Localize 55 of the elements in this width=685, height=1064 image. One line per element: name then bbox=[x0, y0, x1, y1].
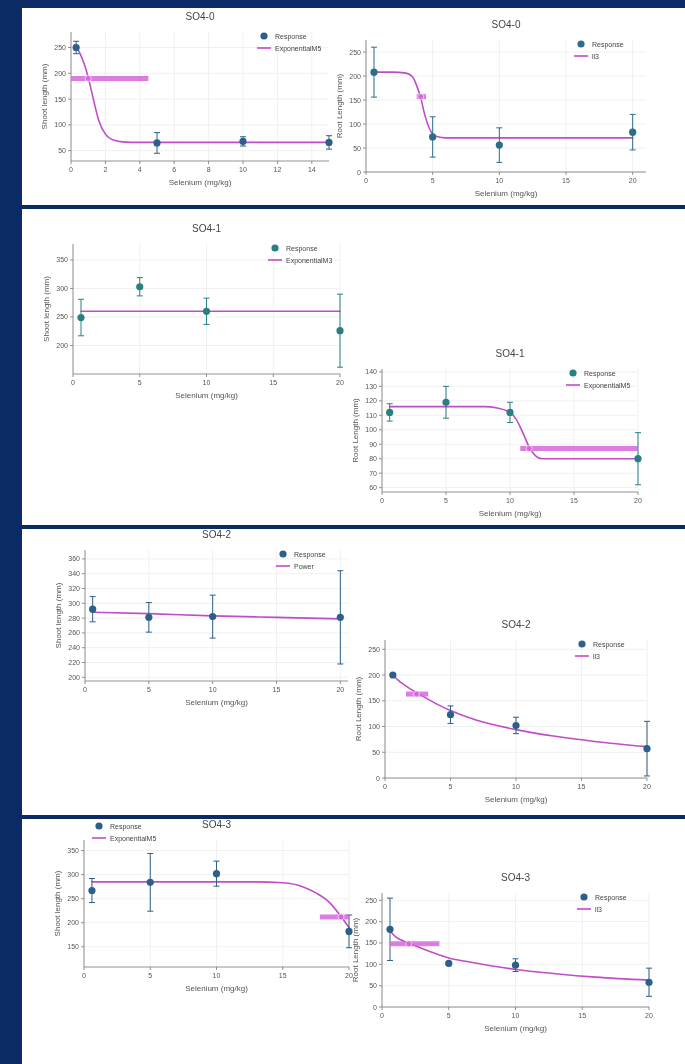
point bbox=[506, 408, 514, 417]
point bbox=[336, 613, 344, 621]
point bbox=[386, 408, 394, 417]
chart-title: SO4-2 bbox=[202, 529, 232, 540]
point bbox=[212, 870, 221, 878]
point bbox=[413, 690, 420, 698]
point bbox=[511, 961, 520, 969]
point bbox=[634, 455, 642, 463]
point bbox=[77, 313, 85, 322]
chart-title: SO4-0 bbox=[185, 11, 215, 22]
y-axis-title: Shoot length (mm) bbox=[42, 275, 51, 342]
point bbox=[336, 327, 344, 335]
x-axis-title: Selenium (mg/kg) bbox=[484, 1024, 548, 1033]
chart-title: SO4-1 bbox=[192, 223, 222, 234]
x-axis-title: Selenium (mg/kg) bbox=[478, 509, 542, 518]
chart-title: SO4-3 bbox=[501, 872, 531, 883]
point bbox=[643, 745, 651, 753]
point bbox=[512, 721, 520, 730]
x-axis-title: Selenium (mg/kg) bbox=[185, 984, 249, 993]
y-axis-title: Root Length (mm) bbox=[351, 397, 360, 463]
chart-title: SO4-1 bbox=[495, 348, 525, 359]
point bbox=[645, 978, 653, 986]
point bbox=[446, 711, 455, 719]
y-axis-title: Root Length (mm) bbox=[335, 73, 344, 139]
y-axis-title: Root Length (mm) bbox=[354, 676, 363, 742]
x-axis-title: Selenium (mg/kg) bbox=[168, 178, 232, 187]
point bbox=[429, 133, 437, 141]
point bbox=[84, 75, 92, 82]
point bbox=[386, 925, 394, 933]
point bbox=[405, 940, 412, 948]
y-axis-title: Shoot length (mm) bbox=[53, 870, 62, 937]
chart-title: SO4-2 bbox=[501, 619, 531, 630]
point bbox=[153, 139, 161, 147]
y-axis-title: Shoot length (mm) bbox=[40, 63, 49, 130]
point bbox=[345, 927, 353, 935]
point bbox=[370, 68, 378, 76]
point bbox=[525, 445, 533, 452]
point bbox=[202, 307, 211, 315]
point bbox=[136, 283, 144, 291]
x-axis-title: Selenium (mg/kg) bbox=[185, 698, 249, 707]
x-axis-title: Selenium (mg/kg) bbox=[474, 189, 538, 198]
point bbox=[88, 886, 96, 895]
point bbox=[337, 913, 345, 921]
x-axis-title: Selenium (mg/kg) bbox=[484, 795, 548, 804]
point bbox=[146, 878, 154, 886]
y-axis-title: Shoot length (mm) bbox=[54, 582, 63, 649]
point bbox=[209, 613, 217, 621]
point bbox=[89, 605, 97, 613]
point bbox=[145, 613, 153, 621]
point bbox=[629, 128, 637, 136]
point bbox=[442, 398, 450, 406]
point bbox=[495, 141, 503, 149]
chart-title: SO4-0 bbox=[491, 19, 521, 30]
x-axis-title: Selenium (mg/kg) bbox=[175, 391, 239, 400]
chart-title: SO4-3 bbox=[202, 819, 232, 830]
